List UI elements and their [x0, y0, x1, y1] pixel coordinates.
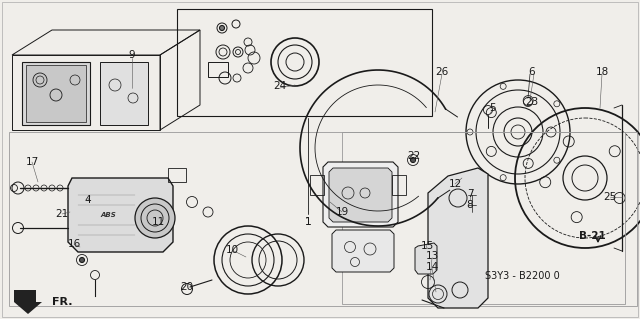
Text: 19: 19	[335, 207, 349, 217]
Circle shape	[220, 26, 225, 31]
Circle shape	[410, 158, 415, 162]
Bar	[168, 168, 186, 182]
Text: B-21: B-21	[579, 231, 605, 241]
Text: 18: 18	[595, 67, 609, 77]
Polygon shape	[14, 290, 42, 314]
Text: 8: 8	[467, 200, 474, 210]
Text: 11: 11	[152, 217, 164, 227]
Polygon shape	[68, 178, 173, 252]
Bar	[208, 62, 228, 77]
Polygon shape	[329, 168, 392, 222]
Text: 23: 23	[525, 97, 539, 107]
Text: 21: 21	[56, 209, 68, 219]
Text: 10: 10	[225, 245, 239, 255]
Text: FR.: FR.	[52, 297, 72, 307]
Text: 25: 25	[604, 192, 616, 202]
Circle shape	[79, 257, 84, 263]
Polygon shape	[415, 243, 437, 274]
Text: 16: 16	[67, 239, 81, 249]
Text: 14: 14	[426, 262, 438, 272]
Text: 17: 17	[26, 157, 38, 167]
Polygon shape	[22, 62, 90, 125]
Bar	[392, 175, 406, 195]
Polygon shape	[26, 65, 86, 122]
Text: 5: 5	[489, 103, 495, 113]
Polygon shape	[323, 162, 398, 227]
Text: 7: 7	[467, 189, 474, 199]
Bar	[177, 9, 432, 116]
Bar	[9, 132, 637, 306]
Polygon shape	[100, 62, 148, 125]
Text: 1: 1	[305, 217, 311, 227]
Text: 20: 20	[180, 282, 193, 292]
Text: 12: 12	[449, 179, 461, 189]
Text: 6: 6	[529, 67, 535, 77]
Circle shape	[135, 198, 175, 238]
Text: 4: 4	[84, 195, 92, 205]
Polygon shape	[428, 168, 488, 308]
Text: S3Y3 - B2200 0: S3Y3 - B2200 0	[484, 271, 559, 281]
Bar	[310, 175, 324, 195]
Text: 26: 26	[435, 67, 449, 77]
Bar	[342, 132, 625, 304]
Text: ABS: ABS	[100, 212, 116, 218]
Text: 24: 24	[273, 81, 287, 91]
Text: 9: 9	[129, 50, 135, 60]
Text: 13: 13	[426, 251, 438, 261]
Text: 1: 1	[305, 217, 311, 227]
Text: 15: 15	[420, 241, 434, 251]
Polygon shape	[332, 230, 394, 272]
Text: 22: 22	[408, 151, 420, 161]
